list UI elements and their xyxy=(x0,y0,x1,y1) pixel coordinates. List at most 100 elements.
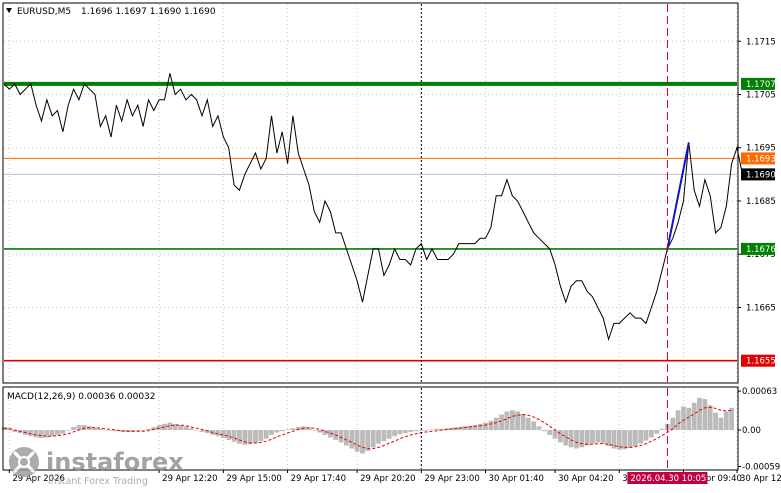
macd-indicator-label: MACD(12,26,9) 0.00036 0.00032 xyxy=(7,392,156,402)
macd-histogram-bar xyxy=(328,430,333,438)
macd-histogram-bar xyxy=(515,411,520,430)
macd-histogram-bar xyxy=(606,430,611,447)
macd-histogram-bar xyxy=(600,430,606,444)
macd-histogram-bar xyxy=(590,430,595,444)
macd-histogram-bar xyxy=(381,430,387,442)
macd-histogram-bar xyxy=(552,430,558,439)
macd-histogram-bar xyxy=(194,430,199,431)
macd-histogram-bar xyxy=(49,430,55,437)
macd-histogram-bar xyxy=(413,430,419,432)
price-axis-label: 1.1705 xyxy=(746,91,776,101)
time-axis-label: 29 Apr 20:20 xyxy=(360,474,415,484)
macd-histogram-bar xyxy=(156,425,162,430)
macd-histogram-bar xyxy=(435,428,440,430)
price-tag-1.1690 xyxy=(741,168,775,181)
macd-histogram-bar xyxy=(483,422,488,430)
frame-layer xyxy=(2,2,739,471)
price-series-line xyxy=(3,73,743,342)
macd-histogram-bar xyxy=(707,405,713,430)
macd-histogram-bar xyxy=(451,427,456,431)
watermark-tagline: Instant Forex Trading xyxy=(48,476,148,487)
macd-histogram-bar xyxy=(365,430,371,451)
price-layer xyxy=(3,73,743,342)
macd-histogram-bar xyxy=(622,430,627,450)
macd-histogram-bar xyxy=(418,430,424,431)
header-caret-icon[interactable] xyxy=(6,8,12,13)
macd-histogram-bar xyxy=(558,430,563,443)
time-axis-label: 29 Apr 12:20 xyxy=(162,474,217,484)
macd-histogram-bar xyxy=(114,430,119,432)
macd-histogram-bar xyxy=(504,411,510,430)
macd-histogram-bar xyxy=(611,430,617,449)
price-tag-1.1707 xyxy=(741,77,775,90)
macd-histogram-bar xyxy=(279,430,285,432)
time-axis-label: 30 Apr 01:40 xyxy=(489,474,544,484)
macd-histogram-bar xyxy=(509,410,515,431)
price-axis-label: 1.1685 xyxy=(746,197,776,207)
macd-histogram-bar xyxy=(547,430,553,435)
macd-histogram-bar xyxy=(424,430,430,431)
macd-histogram-bar xyxy=(445,428,451,431)
price-tag-text: 1.1676 xyxy=(746,245,776,255)
macd-histogram-bar xyxy=(681,406,686,430)
macd-histogram-bar xyxy=(108,430,114,431)
macd-histogram-bar xyxy=(616,430,622,450)
trend-segment-line[interactable] xyxy=(666,142,690,250)
macd-histogram-bar xyxy=(670,417,676,431)
time-axis-label: 30 Apr 12:20 xyxy=(740,474,781,484)
time-axis-label: 30 Apr 09:40 xyxy=(686,474,741,484)
macd-histogram-bar xyxy=(493,417,499,431)
macd-histogram-bar xyxy=(574,430,579,449)
macd-histogram-bar xyxy=(472,425,478,430)
tags-layer: 1.1707 1.1676 1.1655 1.1693 1.1690 2026.04.30… xyxy=(627,77,776,484)
macd-histogram-bar xyxy=(87,426,92,430)
macd-histogram-bar xyxy=(349,430,355,449)
macd-histogram-bar xyxy=(525,417,531,431)
macd-histogram-bar xyxy=(520,414,526,431)
macd-histogram-bar xyxy=(542,430,547,432)
macd-histogram-bar xyxy=(204,430,210,434)
macd-histogram-bar xyxy=(697,397,702,431)
macd-histogram-bar xyxy=(242,430,248,445)
macd-histogram-bar xyxy=(456,427,462,431)
macd-histogram-bar xyxy=(408,430,413,432)
marker-date-tag xyxy=(627,472,708,484)
macd-histogram-bar xyxy=(253,430,258,443)
macd-histogram-bar xyxy=(172,423,178,431)
macd-histogram-bar xyxy=(649,430,654,438)
ohlc-label: 1.1696 1.1697 1.1690 1.1690 xyxy=(81,7,216,17)
macd-histogram-bar xyxy=(579,430,585,448)
macd-histogram-bar xyxy=(563,430,569,446)
macd-histogram-bar xyxy=(322,430,328,435)
macd-histogram-bar xyxy=(659,428,665,430)
macd-histogram-bar xyxy=(499,414,504,431)
macd-histogram-bar xyxy=(440,428,446,430)
macd-histogram-bar xyxy=(263,430,269,439)
macd-histogram-bar xyxy=(65,430,71,431)
macd-pane-frame xyxy=(2,386,739,471)
macd-histogram-bar xyxy=(595,430,601,443)
price-tag-1.1676 xyxy=(741,242,775,255)
axis-layer: 1.1715 1.1705 1.1695 1.1685 1.1675 1.1665 0.00… xyxy=(8,37,781,484)
macd-histogram-bar xyxy=(477,423,483,431)
macd-histogram-bar xyxy=(643,430,649,441)
macd-histogram-bar xyxy=(135,430,141,432)
macd-histogram-bar xyxy=(461,426,467,430)
macd-histogram-bar xyxy=(285,429,290,430)
macd-histogram-bar xyxy=(274,430,280,433)
macd-histogram-bar xyxy=(729,407,734,431)
macd-histogram-bar xyxy=(467,425,472,430)
macd-histogram-bar xyxy=(370,430,376,448)
macd-histogram-bar xyxy=(60,430,66,434)
macd-histogram-bar xyxy=(92,427,98,431)
macd-histogram-bar xyxy=(12,430,18,432)
macd-histogram-bar xyxy=(691,402,697,430)
macd-histogram-bar xyxy=(39,430,44,438)
price-tag-1.1655 xyxy=(741,354,775,367)
watermark: instaforex Instant Forex Trading xyxy=(9,447,184,487)
macd-histogram-bar xyxy=(247,430,253,445)
macd-histogram-bar xyxy=(103,430,108,431)
symbol-label: EURUSD,M5 xyxy=(17,7,71,17)
macd-histogram-bar xyxy=(162,423,167,431)
